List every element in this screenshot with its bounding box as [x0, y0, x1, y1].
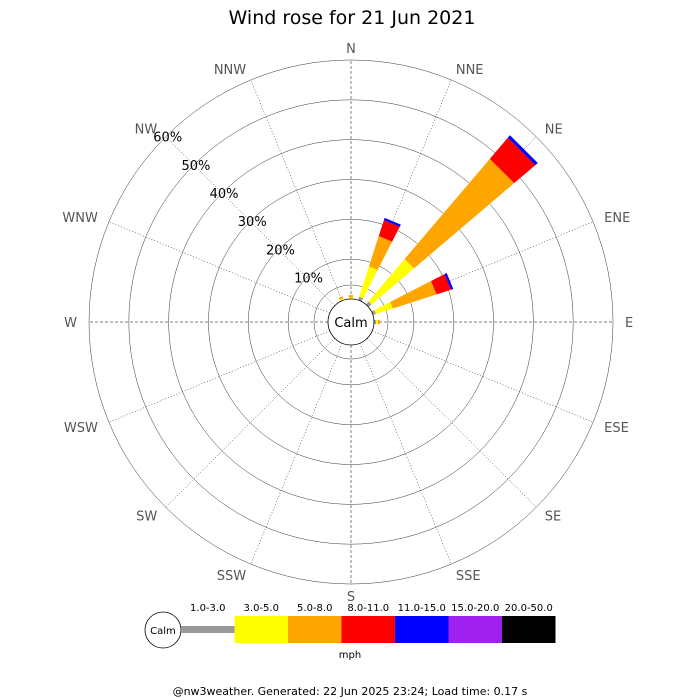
direction-label-e: E	[625, 316, 633, 331]
legend-label: 11.0-15.0	[398, 603, 446, 614]
bar-nne-3	[378, 220, 400, 242]
direction-label-se: SE	[545, 510, 561, 525]
legend-items: 1.0-3.0 3.0-5.0 5.0-8.0 8.0-11.0 11.0-15.0 15…	[181, 603, 556, 643]
bar-nne-1	[359, 266, 378, 299]
radial-tick-label: 20%	[266, 243, 295, 258]
spoke-ese	[372, 330, 594, 423]
bar-ne-4	[507, 135, 538, 166]
legend-swatch	[234, 616, 288, 643]
legend-units: mph	[339, 650, 361, 661]
bar-ne-3	[489, 137, 536, 184]
legend-label: 15.0-20.0	[451, 603, 499, 614]
grid-ring	[208, 179, 494, 465]
calm-label: Calm	[334, 316, 367, 331]
direction-label-nnw: NNW	[214, 63, 246, 78]
direction-label-ne: NE	[545, 122, 563, 137]
bar-ne-2	[404, 158, 515, 269]
legend-swatch	[341, 616, 395, 643]
legend-label: 5.0-8.0	[297, 603, 332, 614]
wind-bars	[338, 135, 538, 325]
bar-nne-4	[383, 217, 401, 227]
legend-swatch	[448, 616, 502, 643]
direction-label-s: S	[347, 590, 355, 605]
spoke-nnw	[250, 79, 343, 301]
direction-label-ese: ESE	[604, 421, 629, 436]
direction-label-nne: NNE	[456, 63, 484, 78]
grid-ring	[287, 258, 415, 386]
calm-circle	[327, 298, 375, 346]
direction-label-wsw: WSW	[64, 421, 98, 436]
polar-grid	[88, 59, 614, 585]
radial-tick-label: 40%	[210, 187, 239, 202]
spoke-se	[367, 338, 537, 508]
legend-label: 20.0-50.0	[505, 603, 553, 614]
chart-title: Wind rose for 21 Jun 2021	[229, 7, 476, 29]
radial-tick-labels: 10% 20% 30% 40%50% 60%	[153, 131, 323, 287]
direction-label-sse: SSE	[456, 569, 481, 584]
spoke-nw	[165, 136, 335, 306]
bar-nnw-2	[338, 296, 344, 300]
direction-label-wnw: WNW	[62, 211, 98, 226]
radial-tick-label: 60%	[153, 131, 182, 146]
legend-label: 1.0-3.0	[190, 603, 225, 614]
calm-center: Calm	[327, 298, 375, 346]
legend-swatch	[502, 616, 556, 643]
legend-label: 3.0-5.0	[244, 603, 279, 614]
bar-ene-4	[444, 273, 454, 290]
bar-e-0	[373, 320, 376, 324]
direction-label-w: W	[64, 316, 77, 331]
grid-ring	[128, 99, 574, 545]
spoke-sw	[165, 338, 335, 508]
direction-labels: N NNE NE ENE E ESE SE SSE S SSW SW WSW W WNW NW NNW	[62, 42, 633, 605]
legend-swatch	[395, 616, 449, 643]
radial-tick-label: 30%	[238, 215, 267, 230]
direction-label-ssw: SSW	[217, 569, 247, 584]
bar-n-2	[348, 295, 354, 298]
spoke-ssw	[250, 343, 343, 565]
footer-text: @nw3weather. Generated: 22 Jun 2025 23:2…	[173, 685, 528, 698]
legend-swatch	[181, 626, 235, 633]
legend-calm-label: Calm	[150, 626, 176, 637]
spoke-sse	[359, 343, 452, 565]
grid-ring	[168, 139, 534, 505]
radial-tick-label: 10%	[294, 272, 323, 287]
spoke-wsw	[108, 330, 330, 423]
direction-label-nw: NW	[135, 122, 158, 137]
bar-nne-2	[368, 236, 393, 270]
legend-swatch	[288, 616, 342, 643]
bar-nnw-1	[339, 298, 344, 302]
bar-ene-1	[374, 301, 393, 314]
radial-tick-label: 50%	[181, 159, 210, 174]
speed-legend: Calm 1.0-3.0 3.0-5.0 5.0-8.0 8.0-11.0 11.0-1…	[144, 603, 556, 661]
legend-label: 8.0-11.0	[347, 603, 389, 614]
direction-label-ene: ENE	[604, 211, 630, 226]
grid-ring	[88, 59, 614, 585]
bar-ne-1	[368, 258, 415, 305]
bar-ene-2	[390, 281, 437, 309]
grid-ring	[248, 219, 454, 425]
direction-label-sw: SW	[136, 510, 157, 525]
grid-ring-inner	[313, 284, 389, 360]
bar-e-1	[375, 319, 378, 325]
direction-label-n: N	[346, 42, 356, 57]
bar-ene-3	[431, 274, 451, 295]
spoke-wnw	[108, 221, 330, 314]
bar-e-2	[377, 319, 380, 325]
